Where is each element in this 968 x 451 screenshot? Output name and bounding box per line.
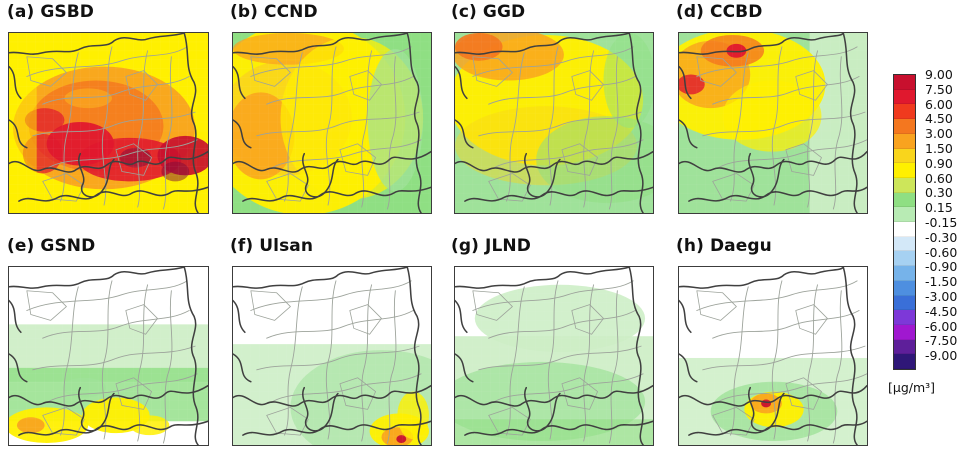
legend-swatch [894,295,915,311]
color-legend [893,74,916,370]
legend-swatch [894,266,915,281]
panel-title: (c) GGD [451,2,526,22]
legend-swatch [894,310,915,325]
legend-swatch [894,222,915,237]
map-canvas [455,267,653,445]
panel-title: (h) Daegu [676,236,772,256]
map-canvas [233,33,431,213]
map-panel [678,32,868,214]
panel-title: (d) CCBD [676,2,763,22]
legend-swatch [894,280,915,296]
legend-label: 3.00 [925,126,953,142]
legend-swatch [894,251,915,267]
legend-swatch [894,89,915,105]
legend-swatch [894,148,915,164]
legend-label: -6.00 [925,318,958,334]
map-canvas [9,33,208,213]
legend-label: 4.50 [925,111,953,127]
map-panel [8,32,209,214]
legend-swatch [894,119,915,134]
legend-label: -0.60 [925,244,958,260]
map-canvas [455,33,653,213]
legend-label: 1.50 [925,141,953,156]
legend-swatch [894,163,915,178]
legend-label: 0.15 [925,200,953,216]
map-panel [678,266,868,446]
legend-label: 0.90 [925,155,953,171]
legend-swatch [894,177,915,193]
legend-label: 9.00 [925,67,953,82]
panel-title: (f) Ulsan [230,236,314,256]
map-canvas [233,267,431,445]
map-panel [454,32,654,214]
legend-unit: [μg/m³] [888,380,936,395]
legend-label: -0.30 [925,229,958,245]
map-canvas [679,33,867,213]
legend-swatch [894,339,915,355]
legend-label: -0.15 [925,215,958,230]
legend-label: 7.50 [925,81,953,97]
legend-label: 0.60 [925,170,953,186]
legend-swatch [894,324,915,340]
map-panel [454,266,654,446]
map-canvas [679,267,867,445]
legend-swatch [894,133,915,149]
panel-title: (b) CCND [230,2,318,22]
legend-label: 0.30 [925,185,953,201]
panel-title: (a) GSBD [7,2,94,22]
panel-title: (e) GSND [7,236,96,256]
legend-label: -4.50 [925,303,958,319]
legend-label: -1.50 [925,274,958,290]
legend-label: 6.00 [925,96,953,112]
map-panel [232,32,432,214]
legend-swatch [894,236,915,252]
legend-label: -9.00 [925,348,958,364]
map-canvas [9,267,208,445]
legend-swatch [894,75,915,90]
map-panel [8,266,209,446]
legend-label: -0.90 [925,259,958,275]
legend-swatch [894,207,915,223]
legend-swatch [894,192,915,208]
legend-label: -7.50 [925,333,958,349]
map-panel [232,266,432,446]
legend-label: -3.00 [925,289,958,304]
panel-title: (g) JLND [451,236,531,256]
legend-swatch [894,104,915,120]
legend-swatch [894,354,915,370]
